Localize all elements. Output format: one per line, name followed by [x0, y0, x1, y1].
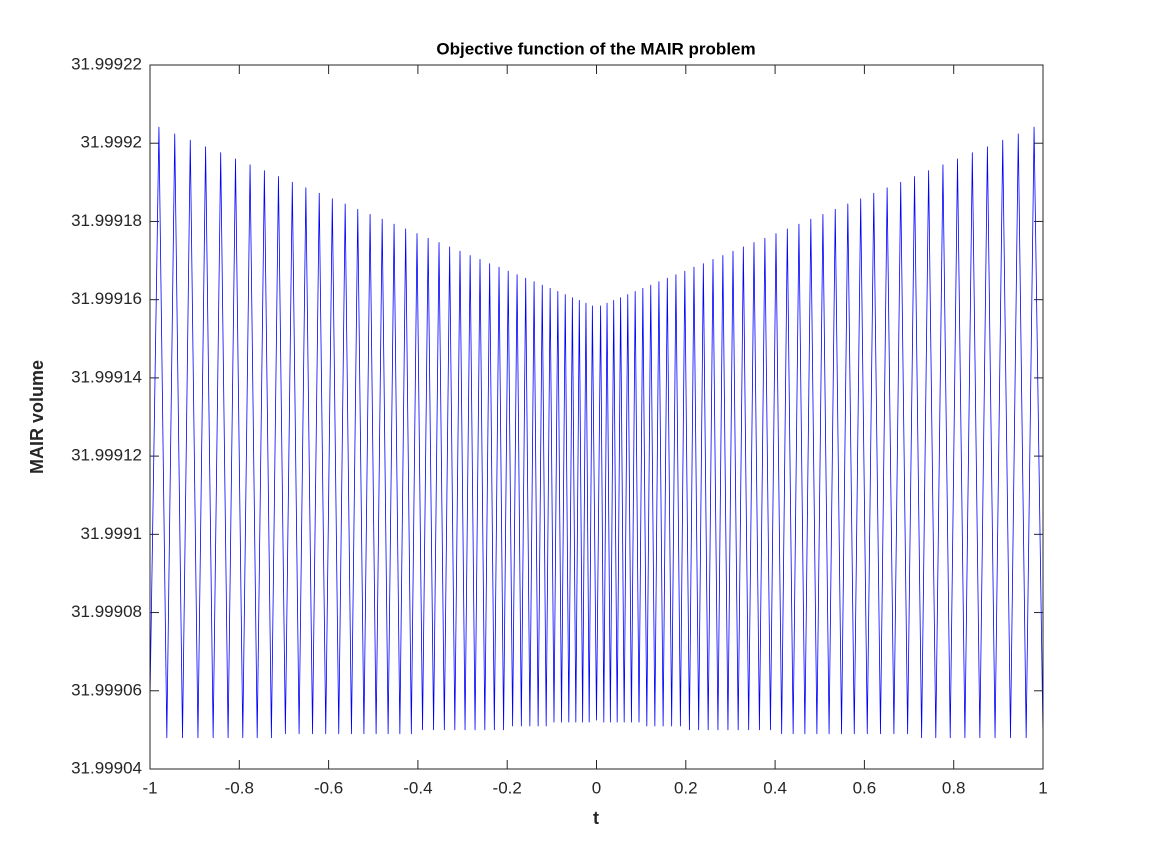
x-tick-label: 1 [1038, 778, 1047, 797]
y-tick-label: 31.9991 [81, 524, 142, 543]
x-tick-label: 0.6 [853, 778, 877, 797]
x-tick-label: -0.6 [314, 778, 343, 797]
y-tick-label: 31.99906 [71, 680, 142, 699]
y-tick-label: 31.9992 [81, 133, 142, 152]
x-tick-label: 0.8 [942, 778, 966, 797]
x-tick-label: 0.4 [763, 778, 787, 797]
chart-title: Objective function of the MAIR problem [436, 39, 755, 58]
x-axis-label: t [593, 808, 599, 828]
x-tick-label: 0.2 [674, 778, 698, 797]
y-tick-label: 31.99908 [71, 602, 142, 621]
y-tick-label: 31.99918 [71, 211, 142, 230]
data-line [149, 126, 1044, 739]
x-tick-label: -0.4 [403, 778, 432, 797]
x-tick-label: -1 [142, 778, 157, 797]
x-tick-label: 0 [592, 778, 601, 797]
y-tick-label: 31.99922 [71, 54, 142, 73]
x-tick-label: -0.2 [493, 778, 522, 797]
x-tick-label: -0.8 [225, 778, 254, 797]
y-tick-label: 31.99916 [71, 289, 142, 308]
y-axis-label: MAIR volume [27, 360, 47, 474]
axes-box [149, 64, 1044, 770]
y-tick-label: 31.99912 [71, 446, 142, 465]
y-tick-label: 31.99914 [71, 367, 142, 386]
y-tick-label: 31.99904 [71, 758, 142, 777]
